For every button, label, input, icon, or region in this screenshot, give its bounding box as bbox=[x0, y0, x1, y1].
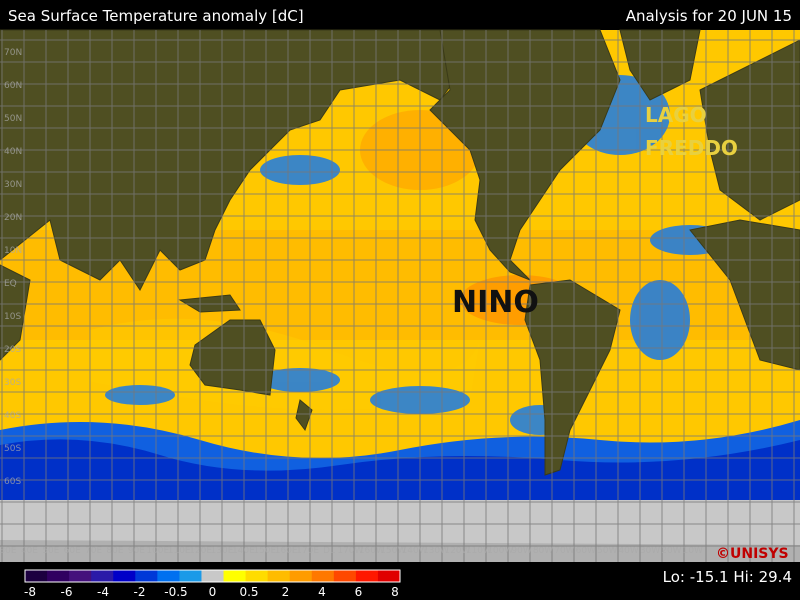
legend-tick-label: 4 bbox=[318, 585, 326, 599]
longitude-label: 150W bbox=[380, 546, 406, 556]
latitude-label: 50N bbox=[4, 114, 22, 124]
legend-tick-label: 0 bbox=[209, 585, 217, 599]
longitude-label: DL bbox=[323, 546, 335, 556]
legend-swatch bbox=[355, 570, 379, 582]
longitude-label: 170E bbox=[296, 546, 319, 556]
latitude-label: 10S bbox=[4, 312, 21, 322]
longitude-label: 60E bbox=[64, 546, 81, 556]
longitude-label: 130W bbox=[423, 546, 449, 556]
legend-swatch bbox=[91, 570, 114, 582]
longitude-label: 40W bbox=[618, 546, 638, 556]
latitude-label: 40N bbox=[4, 147, 22, 157]
latitude-label: 40S bbox=[4, 411, 21, 421]
longitude-label: 110W bbox=[466, 546, 492, 556]
longitude-label: 140E bbox=[232, 546, 255, 556]
longitude-label: 160W bbox=[359, 546, 385, 556]
longitude-label: 40E bbox=[21, 546, 38, 556]
longitude-label: 130E bbox=[211, 546, 234, 556]
longitude-label: 100W bbox=[487, 546, 513, 556]
longitude-label: 100E bbox=[146, 546, 169, 556]
legend-swatch bbox=[47, 570, 70, 582]
legend-frame bbox=[24, 569, 401, 583]
latitude-label: 30S bbox=[4, 378, 21, 388]
legend-tick-label: -2 bbox=[134, 585, 146, 599]
longitude-label: 160E bbox=[275, 546, 298, 556]
longitude-label: 70W bbox=[554, 546, 574, 556]
longitude-label: 30W bbox=[640, 546, 660, 556]
longitude-label: 170W bbox=[337, 546, 363, 556]
longitude-label: 120E bbox=[189, 546, 212, 556]
title: Sea Surface Temperature anomaly [dC] bbox=[8, 7, 304, 25]
legend-tick-label: 8 bbox=[391, 585, 399, 599]
longitude-label: 120W bbox=[444, 546, 470, 556]
annotation: NINO bbox=[452, 285, 539, 320]
legend-tick-label: -6 bbox=[61, 585, 73, 599]
longitude-label: 70E bbox=[85, 546, 102, 556]
legend-tick-label: 0.5 bbox=[239, 585, 258, 599]
legend-swatch bbox=[311, 570, 335, 582]
map-area bbox=[0, 29, 800, 562]
legend-swatch bbox=[113, 570, 136, 582]
legend-swatch bbox=[377, 570, 401, 582]
legend-tick-label: 2 bbox=[282, 585, 290, 599]
stats: Lo: -15.1 Hi: 29.4 bbox=[663, 568, 792, 586]
legend-swatch bbox=[179, 570, 202, 582]
latitude-label: 20S bbox=[4, 345, 21, 355]
latitude-label: 60N bbox=[4, 81, 22, 91]
legend-swatch bbox=[223, 570, 247, 582]
legend-swatch bbox=[157, 570, 180, 582]
legend-tick-label: -8 bbox=[24, 585, 36, 599]
legend-tick-label: -4 bbox=[97, 585, 109, 599]
legend-swatch bbox=[201, 570, 225, 582]
latitude-label: 30N bbox=[4, 180, 22, 190]
legend-swatch bbox=[333, 570, 357, 582]
longitude-label: 80E bbox=[106, 546, 123, 556]
longitude-label: 60W bbox=[576, 546, 596, 556]
legend-swatch bbox=[245, 570, 269, 582]
legend-swatch bbox=[289, 570, 313, 582]
longitude-label: 80W bbox=[533, 546, 553, 556]
legend-tick-label: 6 bbox=[355, 585, 363, 599]
longitude-label: 110E bbox=[168, 546, 191, 556]
annotation: FREDDO bbox=[645, 136, 738, 160]
longitude-label: 30E bbox=[0, 546, 17, 556]
latitude-label: 10N bbox=[4, 246, 22, 256]
longitude-label: 50W bbox=[597, 546, 617, 556]
credit: ©UNISYS bbox=[716, 546, 789, 562]
annotation: LAGO bbox=[645, 103, 707, 127]
latitude-label: 50S bbox=[4, 444, 21, 454]
latitude-label: 20N bbox=[4, 213, 22, 223]
legend-tick-label: -0.5 bbox=[164, 585, 187, 599]
legend-swatch bbox=[25, 570, 48, 582]
longitude-label: 90W bbox=[511, 546, 531, 556]
longitude-label: 50E bbox=[42, 546, 59, 556]
latitude-label: 70N bbox=[4, 48, 22, 58]
latitude-label: 60S bbox=[4, 477, 21, 487]
latitude-label: EQ bbox=[4, 279, 17, 289]
legend: -8 -6 -4 -2 -0.5 0 0.5 2 4 6 8 bbox=[24, 569, 401, 599]
longitude-label: 20W bbox=[661, 546, 681, 556]
analysis-date: Analysis for 20 JUN 15 bbox=[626, 7, 792, 25]
legend-swatch bbox=[267, 570, 291, 582]
legend-swatch bbox=[135, 570, 158, 582]
longitude-label: 150E bbox=[253, 546, 276, 556]
longitude-label: 10W bbox=[683, 546, 703, 556]
longitude-label: 140W bbox=[402, 546, 428, 556]
legend-swatch bbox=[69, 570, 92, 582]
longitude-label: 90E bbox=[128, 546, 145, 556]
